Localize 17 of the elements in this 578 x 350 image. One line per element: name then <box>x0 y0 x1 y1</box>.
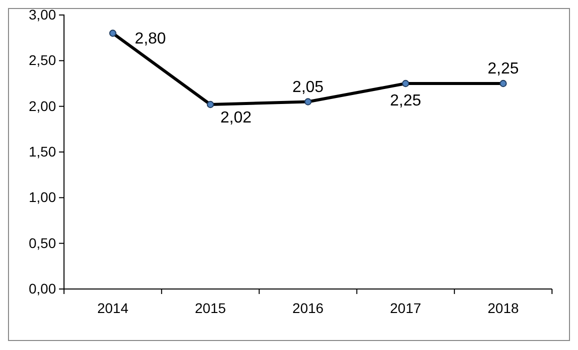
data-label: 2,80 <box>134 30 166 48</box>
y-tick-label: 0,00 <box>28 280 56 296</box>
y-tick-label: 3,00 <box>28 6 56 22</box>
x-tick-label: 2017 <box>390 300 422 316</box>
x-tick-label: 2018 <box>488 300 519 316</box>
data-label: 2,25 <box>390 92 422 110</box>
x-tick-label: 2014 <box>97 300 129 316</box>
y-tick-label: 2,00 <box>28 98 56 114</box>
x-tick-label: 2015 <box>194 300 226 316</box>
x-tick-label: 2016 <box>292 300 324 316</box>
data-label: 2,05 <box>292 78 324 96</box>
y-tick-label: 2,50 <box>28 52 56 68</box>
data-label: 2,02 <box>220 110 252 127</box>
data-label: 2,25 <box>488 60 519 78</box>
y-tick-label: 0,50 <box>28 234 56 251</box>
y-tick-label: 1,50 <box>28 143 56 160</box>
y-tick-label: 1,00 <box>28 189 56 206</box>
